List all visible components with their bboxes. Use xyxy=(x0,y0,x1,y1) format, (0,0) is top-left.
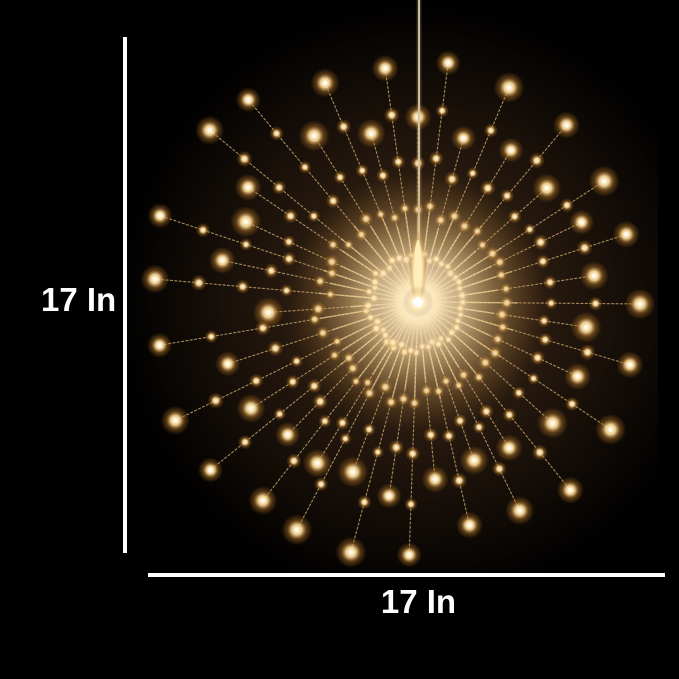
height-dimension-line xyxy=(123,37,127,553)
width-dimension-line xyxy=(148,573,665,577)
width-dimension-label: 17 In xyxy=(380,583,457,620)
height-dimension-label: 17 In xyxy=(41,281,117,318)
